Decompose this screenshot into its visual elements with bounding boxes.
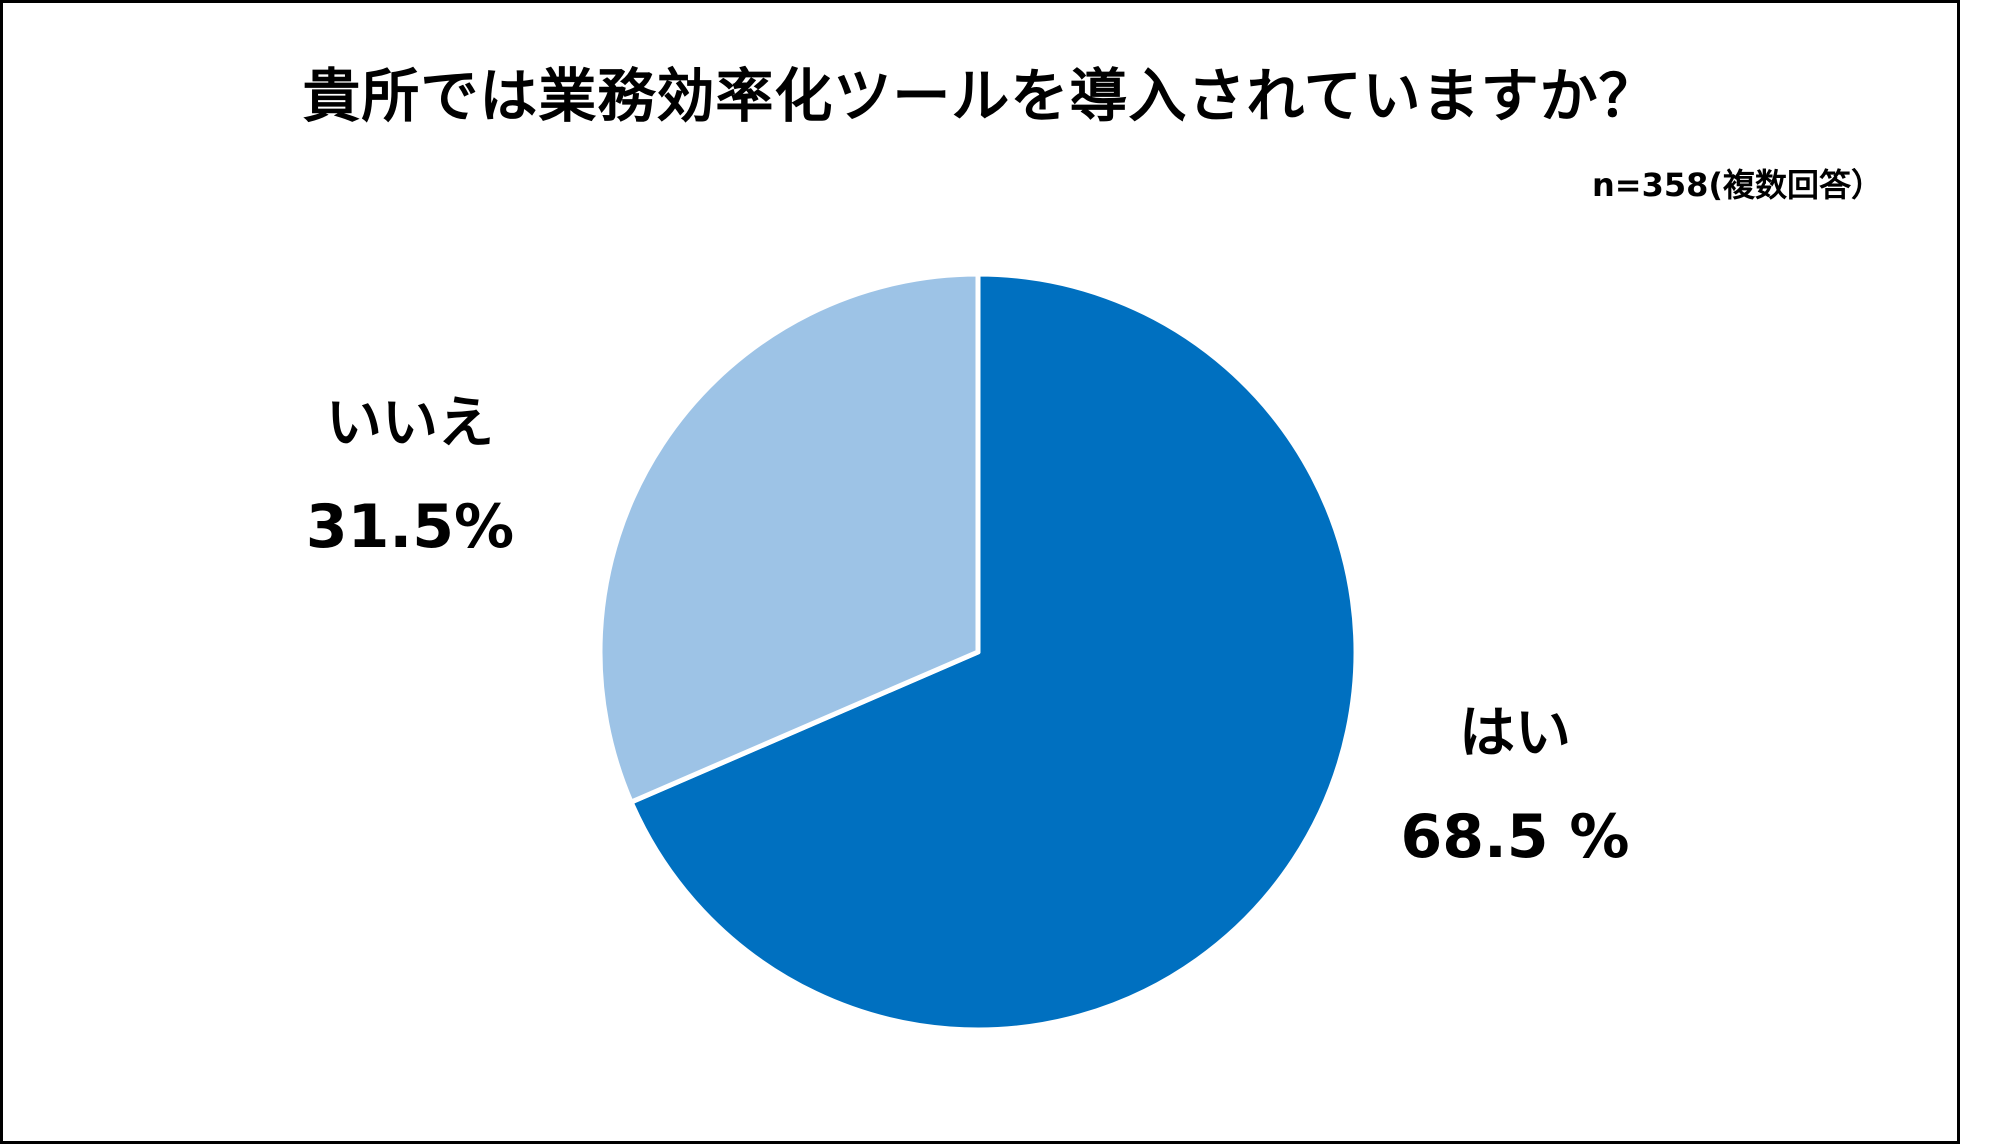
pie-slice-no [597, 271, 981, 805]
slice-label-yes: はい 68.5 % [1395, 700, 1635, 873]
slice-name-yes: はい [1459, 701, 1571, 766]
chart-title: 貴所では業務効率化ツールを導入されていますか？ [302, 62, 1658, 130]
slice-label-no: いいえ 31.5% [285, 390, 535, 563]
sample-size-note: n=358(複数回答） [1591, 166, 1883, 204]
pie-slice-yes [628, 271, 1359, 1033]
slice-value-no: 31.5% [305, 492, 515, 563]
slice-value-yes: 68.5 % [1400, 802, 1630, 873]
slice-name-no: いいえ [326, 391, 494, 456]
